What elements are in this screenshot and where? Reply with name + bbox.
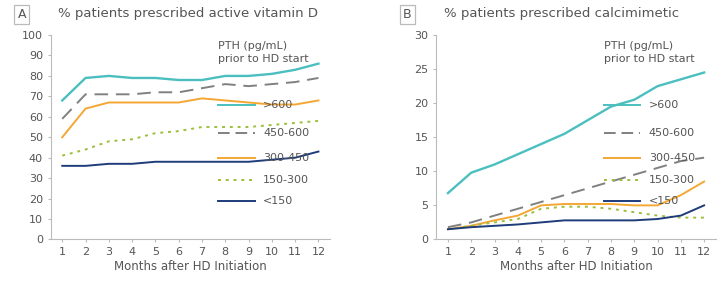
Text: % patients prescribed active vitamin D: % patients prescribed active vitamin D [58,7,318,20]
X-axis label: Months after HD Initiation: Months after HD Initiation [114,260,267,273]
Text: 150-300: 150-300 [263,175,309,185]
Text: B: B [403,8,411,21]
Text: 150-300: 150-300 [649,175,695,185]
X-axis label: Months after HD Initiation: Months after HD Initiation [500,260,652,273]
Text: PTH (pg/mL)
prior to HD start: PTH (pg/mL) prior to HD start [218,41,309,64]
Text: 450-600: 450-600 [649,128,695,138]
Text: % patients prescribed calcimimetic: % patients prescribed calcimimetic [443,7,679,20]
Text: A: A [17,8,26,21]
Text: <150: <150 [263,196,294,206]
Text: >600: >600 [649,100,679,110]
Text: 300-450: 300-450 [649,153,695,163]
Text: PTH (pg/mL)
prior to HD start: PTH (pg/mL) prior to HD start [604,41,695,64]
Text: 300-450: 300-450 [263,153,309,163]
Text: 450-600: 450-600 [263,128,309,138]
Text: >600: >600 [263,100,294,110]
Text: <150: <150 [649,196,679,206]
